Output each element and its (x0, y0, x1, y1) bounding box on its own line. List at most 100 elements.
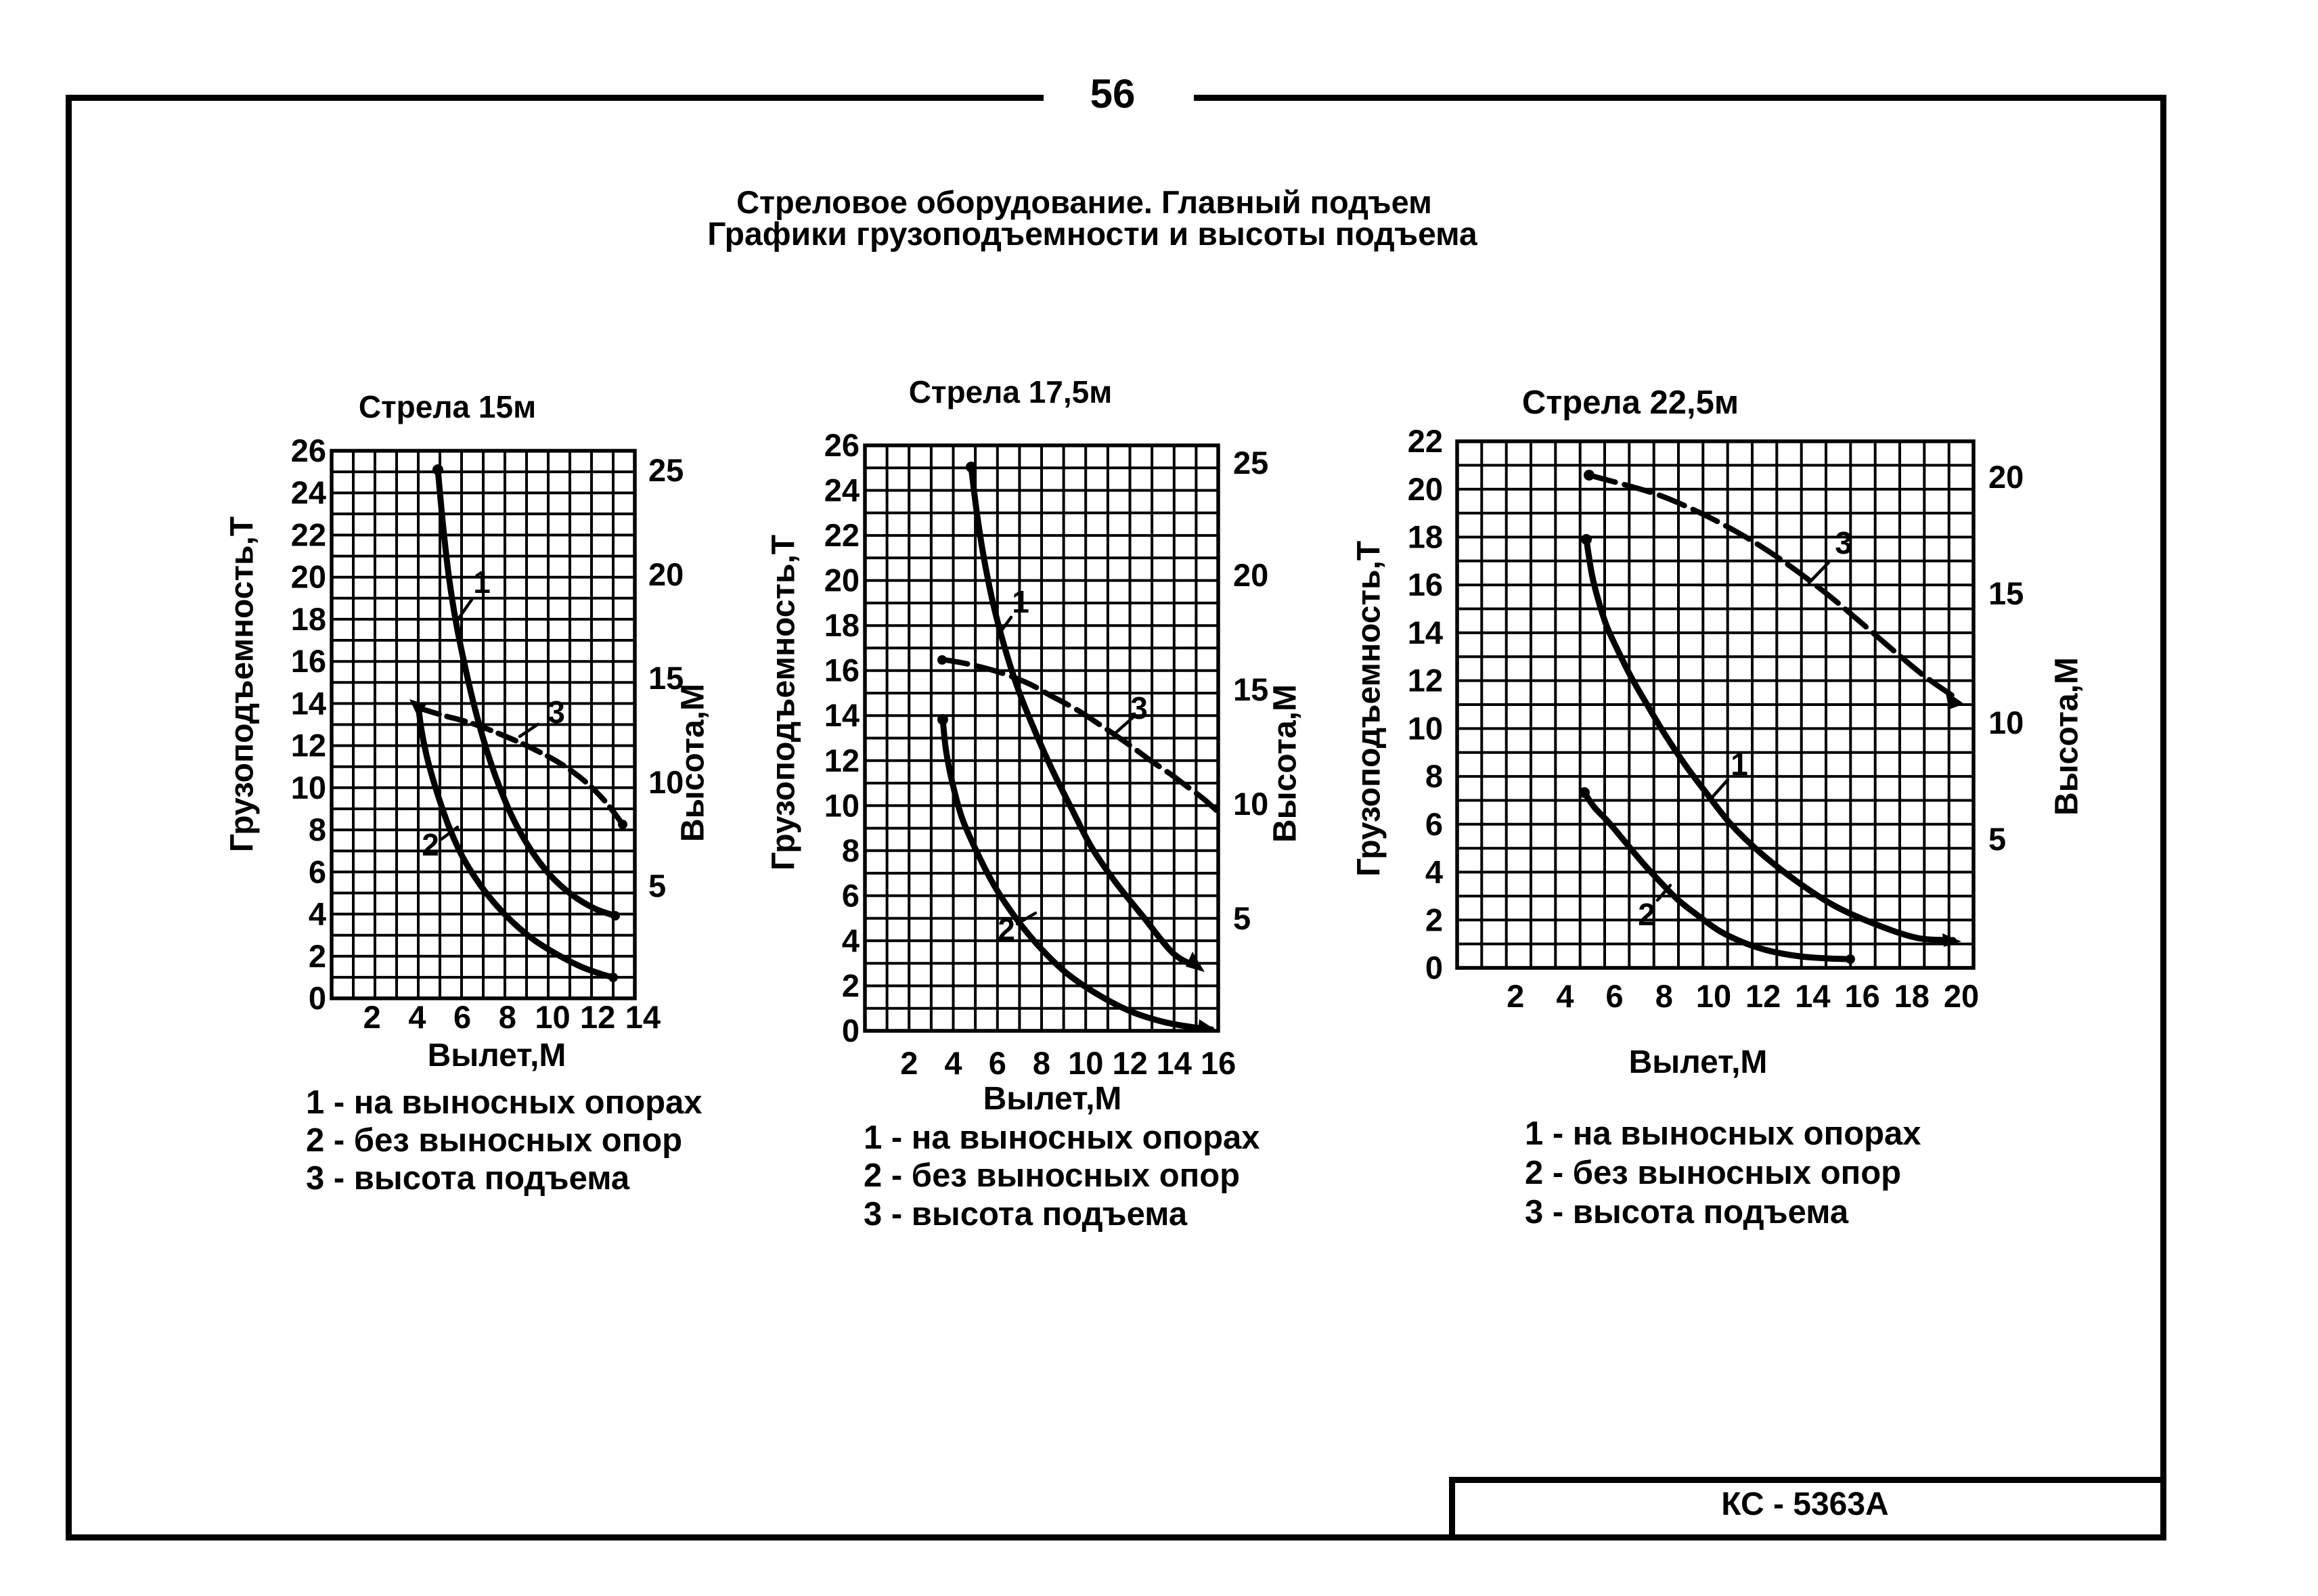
svg-text:26: 26 (824, 427, 860, 463)
svg-text:18: 18 (824, 607, 860, 643)
svg-text:20: 20 (1988, 459, 2024, 495)
svg-text:Стреловое оборудование. Главны: Стреловое оборудование. Главный подъем (736, 184, 1432, 220)
svg-text:20: 20 (1233, 557, 1268, 593)
svg-text:14: 14 (824, 697, 860, 733)
svg-text:24: 24 (824, 472, 860, 508)
svg-text:16: 16 (824, 652, 860, 688)
svg-text:10: 10 (291, 770, 326, 805)
svg-text:10: 10 (1696, 978, 1731, 1014)
svg-text:20: 20 (1944, 978, 1979, 1014)
svg-text:2 - без выносных опор: 2 - без выносных опор (306, 1122, 682, 1159)
svg-text:1: 1 (1731, 747, 1748, 782)
svg-text:4: 4 (944, 1045, 962, 1081)
svg-text:20: 20 (824, 562, 860, 598)
svg-text:2 - без выносных опор: 2 - без выносных опор (1525, 1155, 1901, 1191)
svg-text:18: 18 (1894, 978, 1930, 1014)
svg-text:8: 8 (842, 833, 860, 868)
svg-text:16: 16 (1201, 1045, 1236, 1081)
svg-text:15: 15 (1988, 575, 2024, 611)
svg-text:6: 6 (842, 877, 860, 913)
svg-text:КС - 5363А: КС - 5363А (1721, 1486, 1888, 1522)
svg-text:14: 14 (291, 685, 326, 721)
svg-text:15: 15 (648, 660, 684, 696)
svg-text:Стрела 15м: Стрела 15м (359, 389, 536, 424)
svg-text:12: 12 (1408, 663, 1443, 699)
svg-text:Высота,М: Высота,М (2049, 657, 2085, 816)
svg-text:20: 20 (1408, 471, 1443, 507)
svg-text:25: 25 (648, 452, 684, 488)
svg-text:14: 14 (1157, 1045, 1192, 1081)
svg-text:Графики грузоподъемности и выс: Графики грузоподъемности и высоты подъем… (707, 217, 1477, 252)
svg-text:22: 22 (1408, 423, 1443, 459)
svg-text:3 - высота подъема: 3 - высота подъема (306, 1160, 630, 1197)
svg-text:5: 5 (1233, 900, 1251, 936)
svg-text:26: 26 (291, 433, 326, 468)
svg-text:Грузоподъемность,Т: Грузоподъемность,Т (224, 516, 260, 852)
svg-text:20: 20 (648, 556, 684, 592)
svg-text:8: 8 (499, 999, 516, 1035)
svg-text:3: 3 (1130, 690, 1148, 726)
svg-text:Вылет,М: Вылет,М (428, 1038, 566, 1073)
svg-text:2: 2 (900, 1045, 918, 1081)
svg-text:24: 24 (291, 474, 326, 510)
svg-text:12: 12 (580, 999, 615, 1035)
svg-text:6: 6 (989, 1045, 1006, 1081)
svg-text:10: 10 (1068, 1045, 1103, 1081)
svg-text:6: 6 (453, 999, 471, 1035)
svg-text:6: 6 (1425, 806, 1443, 842)
svg-text:22: 22 (824, 517, 860, 553)
svg-text:4: 4 (1425, 854, 1443, 890)
svg-text:3 - высота подъема: 3 - высота подъема (1525, 1194, 1849, 1231)
svg-text:5: 5 (648, 868, 666, 904)
svg-text:1 - на выносных опорах: 1 - на выносных опорах (864, 1120, 1260, 1156)
svg-text:18: 18 (291, 601, 326, 637)
svg-text:16: 16 (1408, 567, 1443, 602)
svg-text:Стрела 17,5м: Стрела 17,5м (909, 374, 1113, 409)
svg-text:6: 6 (309, 854, 326, 889)
svg-text:4: 4 (309, 896, 326, 932)
svg-text:1 - на выносных опорах: 1 - на выносных опорах (1525, 1115, 1921, 1152)
svg-text:1 - на выносных опорах: 1 - на выносных опорах (306, 1084, 703, 1121)
svg-text:16: 16 (1844, 978, 1879, 1014)
svg-text:Высота,М: Высота,М (1267, 684, 1303, 843)
svg-text:14: 14 (1795, 978, 1830, 1014)
svg-text:14: 14 (625, 999, 661, 1035)
svg-text:1: 1 (1012, 584, 1029, 619)
svg-text:10: 10 (1988, 705, 2024, 740)
svg-text:4: 4 (1556, 978, 1574, 1014)
svg-text:Вылет,М: Вылет,М (983, 1081, 1122, 1117)
svg-text:20: 20 (291, 559, 326, 595)
svg-text:2: 2 (422, 827, 439, 862)
svg-text:0: 0 (309, 980, 326, 1016)
svg-text:5: 5 (1988, 821, 2006, 857)
svg-text:2: 2 (842, 968, 860, 1004)
svg-text:10: 10 (535, 999, 570, 1035)
svg-text:Стрела 22,5м: Стрела 22,5м (1522, 384, 1739, 421)
svg-text:1: 1 (473, 564, 491, 600)
svg-text:25: 25 (1233, 445, 1268, 481)
svg-text:3: 3 (1835, 525, 1852, 560)
svg-text:2: 2 (309, 938, 326, 974)
svg-text:2: 2 (1638, 897, 1655, 932)
svg-text:8: 8 (1033, 1045, 1050, 1081)
svg-text:12: 12 (1745, 978, 1781, 1014)
svg-text:2: 2 (1507, 978, 1524, 1014)
svg-text:3 - высота подъема: 3 - высота подъема (864, 1196, 1188, 1233)
svg-text:2: 2 (363, 999, 381, 1035)
svg-text:8: 8 (309, 812, 326, 847)
svg-text:2: 2 (1425, 902, 1443, 937)
svg-text:15: 15 (1233, 671, 1268, 707)
svg-text:0: 0 (1425, 950, 1443, 985)
svg-text:14: 14 (1408, 615, 1443, 650)
svg-text:4: 4 (408, 999, 426, 1035)
svg-text:Грузоподъемность,Т: Грузоподъемность,Т (1351, 541, 1387, 877)
svg-text:56: 56 (1090, 71, 1136, 116)
svg-text:10: 10 (1233, 786, 1268, 822)
svg-text:Грузоподъемность,Т: Грузоподъемность,Т (765, 535, 801, 870)
svg-text:0: 0 (842, 1013, 860, 1048)
svg-text:12: 12 (291, 728, 326, 763)
svg-text:16: 16 (291, 643, 326, 679)
svg-text:2 - без выносных опор: 2 - без выносных опор (864, 1157, 1240, 1194)
svg-text:8: 8 (1655, 978, 1673, 1014)
svg-text:22: 22 (291, 517, 326, 553)
